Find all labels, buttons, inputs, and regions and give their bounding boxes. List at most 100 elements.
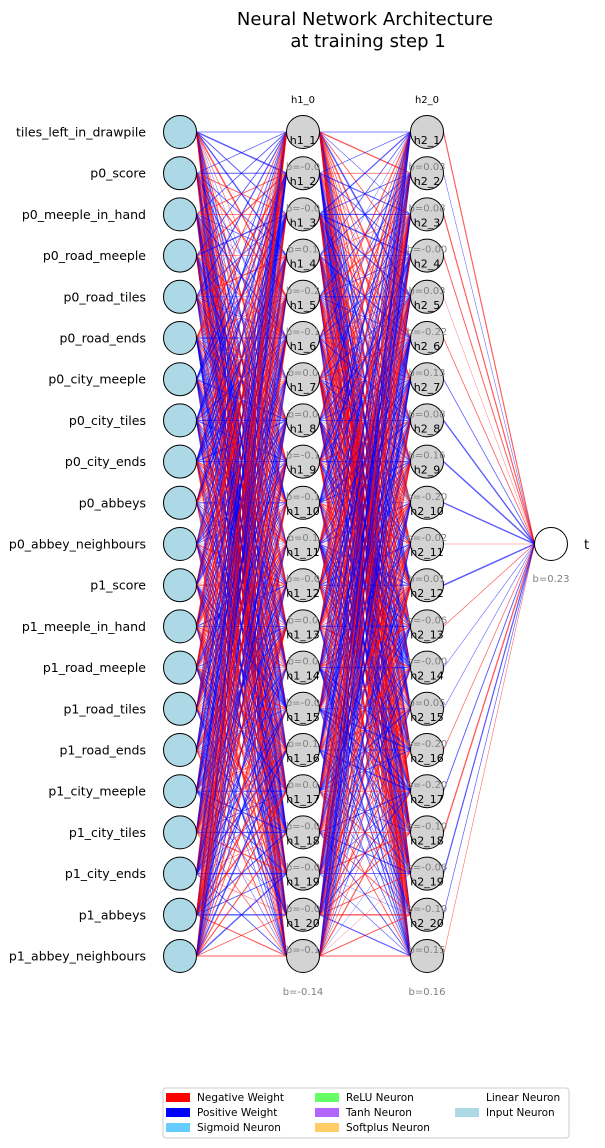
weight-edge <box>196 502 287 957</box>
input-neuron <box>163 733 197 767</box>
weight-edge <box>319 131 411 256</box>
neuron-bias: b=0.16 <box>409 451 446 462</box>
input-neuron <box>163 568 197 603</box>
neuron-bias: b=-0.1 <box>286 451 320 462</box>
weight-edge <box>195 131 288 915</box>
hidden-neuron <box>410 279 444 314</box>
input-label: p1_road_tiles <box>63 701 146 716</box>
weight-edge <box>443 502 535 545</box>
weight-edge <box>196 379 287 957</box>
hidden-neuron <box>286 279 320 314</box>
weight-edge <box>318 131 412 915</box>
weight-edge <box>318 131 412 339</box>
layer-bias-note: b=-0.14 <box>283 987 324 998</box>
weight-edge <box>442 543 536 874</box>
weight-edge <box>443 296 535 545</box>
weight-edge <box>319 873 411 957</box>
neuron-label: h1_15 <box>286 711 319 724</box>
neuron-label: h2_18 <box>410 834 443 847</box>
hidden-neuron <box>286 485 320 520</box>
legend: Negative Weight Positive Weight Sigmoid Ne… <box>162 1087 570 1139</box>
hidden-neuron <box>410 485 444 520</box>
weight-edge <box>196 461 287 957</box>
weight-edge <box>443 543 535 792</box>
neuron-label: h1_9 <box>290 464 316 477</box>
weight-edge <box>319 131 411 380</box>
weight-edge <box>195 131 288 627</box>
input-label: p0_road_ends <box>59 331 146 346</box>
weight-edge <box>196 131 287 709</box>
input-label: p0_road_meeple <box>43 248 146 263</box>
neuron-labels: tiles_left_in_drawpile p0_score p0_meeple_… <box>9 95 589 998</box>
hidden-neuron <box>286 527 320 561</box>
input-neuron <box>163 939 197 973</box>
neuron-bias: b=0.0 <box>288 615 319 626</box>
neuron-bias: b=0.13 <box>409 368 446 379</box>
hidden-neuron <box>286 197 320 232</box>
legend-entry: Softplus Neuron <box>346 1122 430 1134</box>
weight-edge <box>196 131 287 668</box>
neuron-bias: b=0.0 <box>288 780 319 791</box>
hidden-neuron <box>410 939 444 973</box>
weight-edge <box>442 131 536 545</box>
neuron-bias: b=0.0 <box>288 409 319 420</box>
neuron-label: h1_7 <box>290 381 316 394</box>
neuron-bias: b=-0.06 <box>407 863 448 874</box>
weight-edge <box>196 131 287 256</box>
weight-edge <box>318 790 412 957</box>
neuron-label: h1_20 <box>286 917 319 930</box>
neuron-label: h2_17 <box>410 793 443 806</box>
weight-edge <box>443 461 535 545</box>
neuron-bias: b=0.1 <box>288 533 319 544</box>
neuron-label: h2_7 <box>414 381 440 394</box>
neuron-label: h2_14 <box>410 670 443 683</box>
neuron-label: h2_20 <box>410 917 443 930</box>
weight-edge <box>319 626 411 957</box>
neuron-nodes <box>163 115 568 973</box>
input-label: p0_city_tiles <box>69 413 146 428</box>
legend-entry: Positive Weight <box>197 1107 277 1119</box>
weight-edge <box>443 543 535 915</box>
hidden-neuron <box>286 897 320 932</box>
neuron-bias: b=-0.20 <box>407 739 448 750</box>
neuron-label: h1_17 <box>286 793 319 806</box>
hidden-neuron <box>410 815 444 850</box>
connection-edges <box>195 131 536 957</box>
input-neuron <box>163 156 197 191</box>
neuron-bias: b=-0.06 <box>407 615 448 626</box>
input-label: p0_city_meeple <box>48 372 146 387</box>
input-neuron <box>163 444 197 479</box>
neuron-bias: b=-0.10 <box>407 904 448 915</box>
weight-edge <box>196 296 287 957</box>
neuron-label: h2_9 <box>414 464 440 477</box>
weight-edge <box>195 131 288 957</box>
weight-edge <box>443 543 535 709</box>
neuron-bias: b=0.03 <box>409 286 446 297</box>
neuron-bias: b=0.15 <box>409 945 446 956</box>
neuron-label: h2_4 <box>414 258 440 271</box>
hidden-neuron <box>286 856 320 891</box>
input-label: p0_city_ends <box>65 454 146 469</box>
weight-edge <box>196 131 287 174</box>
layer-bias-note: b=0.16 <box>409 987 446 998</box>
input-neuron <box>163 403 197 438</box>
hidden-neuron <box>410 362 444 397</box>
neuron-label: h2_12 <box>410 587 443 600</box>
weight-edge <box>195 131 288 833</box>
input-label: p1_city_meeple <box>48 784 146 799</box>
weight-edge <box>195 626 288 957</box>
neuron-label: h2_16 <box>410 752 443 765</box>
neuron-bias: b=-0.0 <box>286 698 320 709</box>
weight-edge <box>196 214 287 957</box>
diagram-title-line2: at training step 1 <box>290 31 445 52</box>
weight-edge <box>319 708 411 957</box>
weight-edge <box>195 790 288 957</box>
neuron-label: h1_6 <box>290 340 316 353</box>
input-neuron <box>163 362 197 397</box>
neuron-bias: b=-0.0 <box>286 574 320 585</box>
hidden-neuron <box>410 650 444 685</box>
neuron-label: h1_5 <box>290 299 316 312</box>
hidden-neuron <box>410 856 444 891</box>
weight-edge <box>318 502 412 957</box>
neuron-label: h1_19 <box>286 876 319 889</box>
